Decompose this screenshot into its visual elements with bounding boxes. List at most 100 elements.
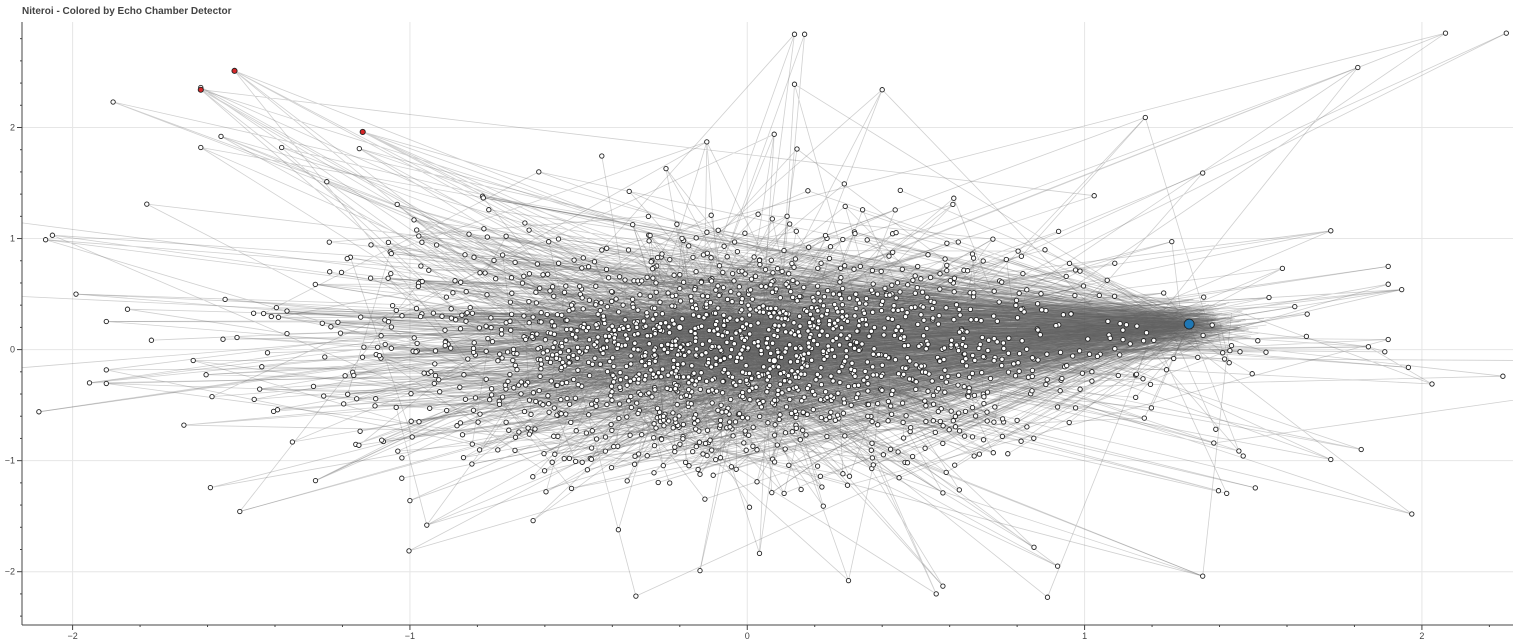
node xyxy=(756,257,763,264)
node xyxy=(705,388,712,394)
node xyxy=(775,364,782,370)
node xyxy=(913,379,919,385)
node xyxy=(964,329,970,335)
node xyxy=(941,356,947,363)
node xyxy=(693,306,700,312)
node xyxy=(861,377,867,383)
node xyxy=(756,550,763,557)
node xyxy=(895,324,901,330)
node xyxy=(878,307,885,314)
node xyxy=(779,390,785,396)
node xyxy=(676,413,682,419)
node xyxy=(1117,320,1123,327)
node xyxy=(981,400,987,407)
node xyxy=(930,418,936,424)
node xyxy=(948,408,954,414)
node xyxy=(922,369,929,375)
node xyxy=(840,236,846,243)
node xyxy=(885,418,891,424)
node xyxy=(751,254,757,260)
node xyxy=(819,328,825,334)
node xyxy=(595,334,601,340)
node xyxy=(477,411,483,417)
node xyxy=(715,227,721,233)
node xyxy=(1365,344,1372,350)
node xyxy=(564,317,570,323)
node xyxy=(895,449,901,455)
node xyxy=(717,417,724,424)
y-tick-label: 0 xyxy=(10,345,15,355)
node xyxy=(865,401,872,408)
node xyxy=(827,414,833,420)
node xyxy=(1044,594,1051,600)
node xyxy=(888,403,894,409)
node xyxy=(424,522,430,528)
node xyxy=(880,452,887,458)
node xyxy=(814,283,821,289)
node xyxy=(1035,357,1041,363)
node xyxy=(407,497,413,504)
node xyxy=(755,343,761,349)
node xyxy=(797,333,803,339)
node xyxy=(838,274,844,281)
hub-node xyxy=(676,323,684,331)
node xyxy=(803,432,809,438)
node xyxy=(955,347,962,354)
node xyxy=(875,400,881,407)
node xyxy=(951,275,958,281)
node xyxy=(679,316,685,322)
node xyxy=(925,341,931,347)
node xyxy=(688,401,694,407)
node xyxy=(923,346,929,352)
node xyxy=(1263,349,1269,355)
node xyxy=(732,419,739,425)
node xyxy=(521,273,527,279)
node xyxy=(837,379,843,386)
node xyxy=(609,298,615,305)
node xyxy=(554,311,561,318)
node xyxy=(871,324,878,331)
node xyxy=(324,179,330,185)
node xyxy=(859,341,865,347)
node xyxy=(951,289,957,295)
node xyxy=(673,374,680,380)
node xyxy=(399,313,405,319)
node xyxy=(536,169,542,175)
node xyxy=(910,277,916,283)
node xyxy=(654,254,661,261)
node xyxy=(409,434,415,440)
node xyxy=(907,358,913,364)
node xyxy=(220,336,226,342)
node xyxy=(767,366,773,372)
node xyxy=(487,397,493,403)
node xyxy=(819,313,825,319)
node xyxy=(1013,302,1019,309)
node xyxy=(841,181,847,187)
node xyxy=(804,385,811,392)
node xyxy=(879,298,886,304)
x-tick-label: 1 xyxy=(1082,631,1087,640)
node xyxy=(991,313,997,319)
node xyxy=(1035,327,1041,333)
node xyxy=(528,411,534,418)
node xyxy=(852,373,858,379)
node xyxy=(782,446,788,452)
node xyxy=(367,275,374,281)
node xyxy=(721,243,727,249)
node xyxy=(690,448,696,455)
node xyxy=(337,330,344,336)
node xyxy=(432,361,438,367)
node xyxy=(615,341,622,348)
node xyxy=(786,271,792,277)
node xyxy=(964,268,971,274)
node xyxy=(541,450,547,457)
node xyxy=(764,335,771,342)
node xyxy=(498,326,505,333)
node xyxy=(688,328,694,335)
node xyxy=(475,419,481,425)
node xyxy=(810,388,816,395)
node xyxy=(1079,370,1086,376)
node xyxy=(864,359,871,365)
node xyxy=(671,272,677,278)
node xyxy=(415,283,422,290)
